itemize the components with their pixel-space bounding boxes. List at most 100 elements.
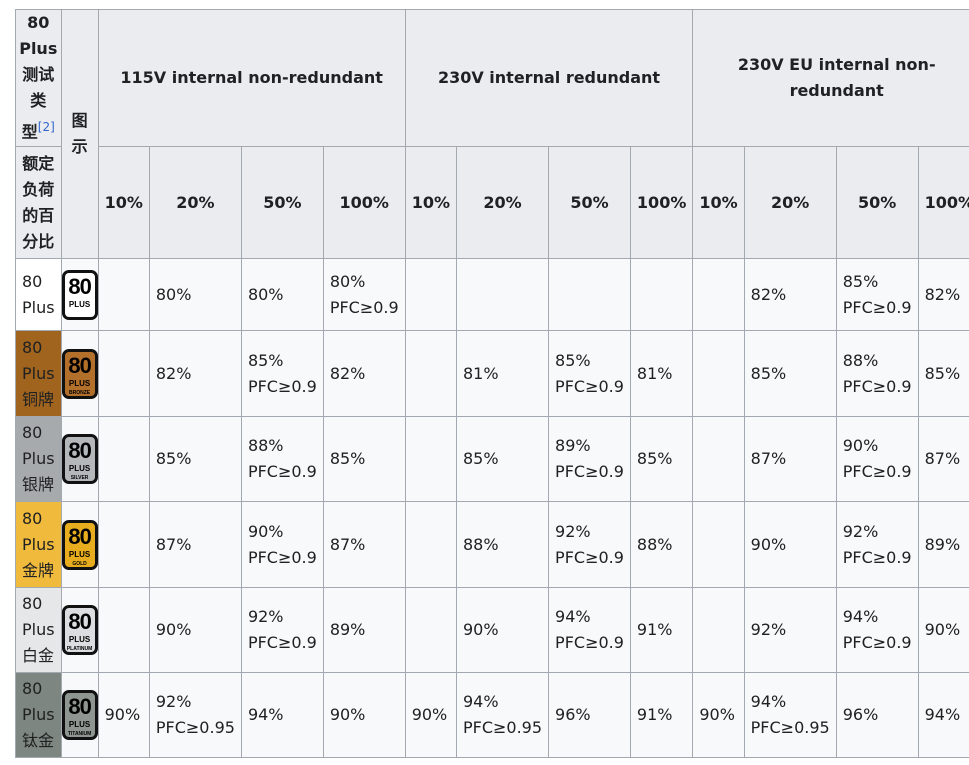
pfc-requirement: PFC≥0.9 [842,547,912,567]
pfc-requirement: PFC≥0.95 [155,718,235,737]
pfc-requirement: PFC≥0.9 [842,633,912,652]
efficiency-value: 85% [924,363,961,383]
efficiency-cell: 82% [148,330,242,417]
efficiency-cell: 90% [404,672,457,758]
efficiency-cell [404,587,457,673]
load-col-header: 10% [404,146,457,259]
load-header-line3: 的百 [22,205,55,225]
efficiency-cell: 80% [240,258,324,331]
tier-name-line: Plus [22,534,55,554]
efficiency-cell [548,258,631,331]
logo-plus-text: PLUS [68,464,91,473]
tier-name-line: 金牌 [22,560,55,580]
tier-name-line: 银牌 [22,475,55,494]
efficiency-value: 80% [247,284,284,304]
tier-name-line: 80 [22,679,43,698]
efficiency-cell: 80% PFC≥0.9 [322,258,406,331]
eighty-plus-logo-icon: 80 PLUS [61,269,98,320]
efficiency-cell: 92% PFC≥0.95 [148,672,242,758]
tier-name-line: 80 [22,508,43,528]
efficiency-cell: 85% PFC≥0.9 [548,330,631,417]
tier-name-cell: 80 Plus 银牌 [15,416,62,502]
efficiency-value: 92% [842,521,879,541]
eighty-plus-logo-icon: 80 PLUS GOLD [61,519,98,570]
efficiency-cell: 85% [629,416,694,502]
efficiency-table: 80 Plus 测试 类 型[2] 图示 115V internal non-r… [15,9,969,758]
logo-cell: 80 PLUS GOLD [60,501,99,588]
efficiency-value: 85% [636,449,673,468]
group-header-230v-eu: 230V EU internal non-redundant [692,9,969,147]
pfc-requirement: PFC≥0.9 [247,376,317,396]
pfc-requirement: PFC≥0.95 [462,718,543,737]
efficiency-cell: 94% PFC≥0.9 [548,587,631,673]
load-header: 额定 负荷 的百 分比 [15,146,62,259]
tier-name-cell: 80 Plus 金牌 [15,501,62,588]
efficiency-cell [97,587,150,673]
pfc-requirement: PFC≥0.9 [842,376,912,396]
tier-name-line: 铜牌 [22,389,55,409]
efficiency-value: 91% [636,705,673,724]
logo-cell: 80 PLUS TITANIUM [60,672,99,758]
efficiency-cell: 90% [322,672,406,758]
efficiency-cell [404,501,457,588]
efficiency-value: 96% [555,705,591,724]
efficiency-value: 94% [247,705,284,724]
efficiency-cell: 90% PFC≥0.9 [240,501,324,588]
load-col-header: 10% [97,146,150,259]
load-header-line4: 分比 [22,231,55,251]
logo-number: 80 [68,352,91,378]
pfc-requirement: PFC≥0.9 [842,462,912,481]
efficiency-cell [629,258,694,331]
efficiency-cell [692,501,745,588]
table-row: 80 Plus 80 PLUS 80% 80% 80% PFC≥0.9 82% 85% PFC≥0.… [15,258,969,331]
efficiency-value: 90% [329,705,366,724]
logo-cell: 80 PLUS BRONZE [60,330,99,417]
load-col-header: 50% [835,146,919,259]
efficiency-cell [692,258,745,331]
efficiency-value: 90% [411,705,448,724]
efficiency-cell: 96% [548,672,631,758]
efficiency-cell: 89% [917,501,969,588]
efficiency-value: 80% [329,271,366,291]
efficiency-value: 82% [924,284,961,304]
efficiency-value: 87% [155,534,192,554]
image-header: 图示 [60,9,99,259]
efficiency-cell: 85% [148,416,242,502]
logo-tier-text: BRONZE [69,389,91,396]
efficiency-cell: 81% [455,330,550,417]
efficiency-cell: 94% PFC≥0.9 [835,587,919,673]
logo-number: 80 [68,694,91,719]
logo-plus-text: PLUS [68,299,91,309]
logo-plus-text: PLUS [68,378,91,388]
efficiency-value: 90% [699,705,735,724]
efficiency-value: 89% [555,436,591,455]
logo-cell: 80 PLUS PLATINUM [60,587,99,673]
load-col-header: 50% [240,146,324,259]
efficiency-cell: 80% [148,258,242,331]
efficiency-value: 90% [924,620,961,639]
logo-number: 80 [68,609,91,634]
efficiency-value: 82% [750,284,787,304]
logo-number: 80 [68,523,91,549]
pfc-requirement: PFC≥0.9 [555,376,624,396]
group-header-115v: 115V internal non-redundant [97,9,406,147]
pfc-requirement: PFC≥0.9 [247,633,317,652]
efficiency-value: 94% [842,607,879,626]
efficiency-cell: 92% PFC≥0.9 [835,501,919,588]
efficiency-cell: 92% [743,587,837,673]
eighty-plus-logo-icon: 80 PLUS PLATINUM [61,605,98,655]
efficiency-value: 89% [329,620,366,639]
efficiency-cell: 90% [743,501,837,588]
type-header-line2: Plus [19,39,58,59]
type-header-line4: 类 [30,91,47,111]
efficiency-cell [97,330,150,417]
efficiency-value: 81% [636,363,673,383]
load-col-header: 20% [455,146,550,259]
reference-link[interactable]: [2] [37,120,55,135]
efficiency-value: 82% [155,363,192,383]
efficiency-value: 94% [555,607,591,626]
efficiency-value: 80% [155,284,192,304]
logo-tier-text: TITANIUM [67,731,92,737]
efficiency-cell: 85% PFC≥0.9 [835,258,919,331]
efficiency-value: 91% [636,620,673,639]
